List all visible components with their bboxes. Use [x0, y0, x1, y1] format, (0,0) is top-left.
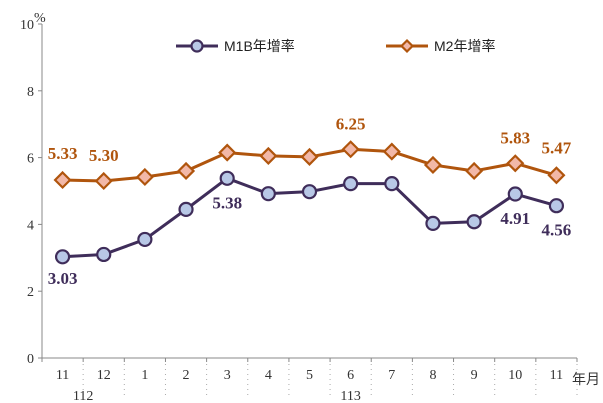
- y-axis-unit: %: [34, 11, 46, 26]
- x-tick-label: 1: [141, 368, 148, 383]
- data-point: [94, 171, 113, 191]
- data-point: [300, 147, 319, 166]
- series-layer: [53, 140, 566, 265]
- data-label: 5.30: [89, 146, 119, 165]
- data-point: [425, 215, 441, 231]
- x-axis-unit: 年月: [572, 372, 600, 388]
- x-tick-label: 10: [508, 368, 522, 383]
- legend-label: M2年增率: [434, 38, 495, 54]
- data-point: [135, 167, 154, 187]
- legend-marker: [399, 38, 415, 54]
- x-tick-label: 6: [347, 368, 354, 383]
- data-point: [137, 231, 153, 248]
- data-point: [548, 198, 565, 214]
- data-point: [96, 246, 112, 263]
- data-point: [343, 176, 359, 192]
- data-point: [301, 184, 318, 200]
- legend-item: M1B年增率: [176, 38, 295, 54]
- data-point: [53, 170, 72, 190]
- data-point: [341, 140, 360, 159]
- y-tick-label: 10: [20, 18, 34, 33]
- data-label: 5.33: [48, 144, 78, 163]
- x-year-label: 113: [340, 389, 360, 403]
- data-point: [506, 154, 525, 173]
- x-tick-label: 12: [97, 368, 111, 383]
- data-point: [465, 161, 484, 181]
- x-tick-label: 7: [388, 368, 395, 383]
- data-point: [547, 166, 566, 185]
- x-tick-label: 4: [265, 368, 272, 383]
- data-point: [507, 186, 523, 202]
- y-tick-label: 6: [27, 152, 34, 167]
- data-point: [54, 249, 71, 265]
- data-label: 5.47: [542, 138, 572, 157]
- data-point: [178, 201, 194, 217]
- data-point: [176, 161, 196, 181]
- y-tick-label: 0: [27, 352, 34, 367]
- data-point: [259, 146, 278, 165]
- x-tick-label: 9: [471, 368, 478, 383]
- y-axis: 0 2 4 6 8 10: [20, 18, 43, 367]
- data-point: [219, 170, 235, 186]
- x-tick-label: 3: [224, 368, 231, 383]
- data-point: [466, 214, 482, 230]
- data-labels: 3.03 5.38 4.91 4.56 5.33 5.30 6.25 5.83 5.47: [48, 114, 572, 288]
- data-label: 4.56: [542, 221, 572, 240]
- series-m1b: [54, 170, 565, 265]
- y-tick-label: 8: [27, 85, 34, 100]
- legend: M1B年增率 M2年增率: [176, 38, 495, 54]
- data-point: [218, 143, 237, 162]
- x-tick-label: 8: [429, 368, 436, 383]
- x-tick-label: 11: [550, 368, 563, 383]
- legend-item: M2年增率: [386, 38, 495, 54]
- x-tick-label: 11: [56, 368, 69, 383]
- data-label: 5.38: [212, 193, 242, 212]
- x-year-label: 112: [73, 389, 93, 403]
- x-tick-label: 2: [183, 368, 190, 383]
- series-m2: [53, 140, 566, 191]
- y-tick-label: 2: [27, 285, 34, 300]
- data-label: 5.83: [500, 128, 530, 147]
- x-tick-label: 5: [306, 368, 313, 383]
- data-point: [260, 186, 276, 202]
- data-label: 4.91: [500, 209, 530, 228]
- data-point: [382, 142, 401, 161]
- y-tick-label: 4: [27, 218, 34, 233]
- legend-label: M1B年增率: [224, 38, 295, 54]
- data-label: 6.25: [336, 114, 366, 133]
- data-point: [384, 176, 400, 192]
- data-point: [423, 155, 443, 175]
- legend-marker: [190, 39, 204, 53]
- data-label: 3.03: [48, 269, 78, 288]
